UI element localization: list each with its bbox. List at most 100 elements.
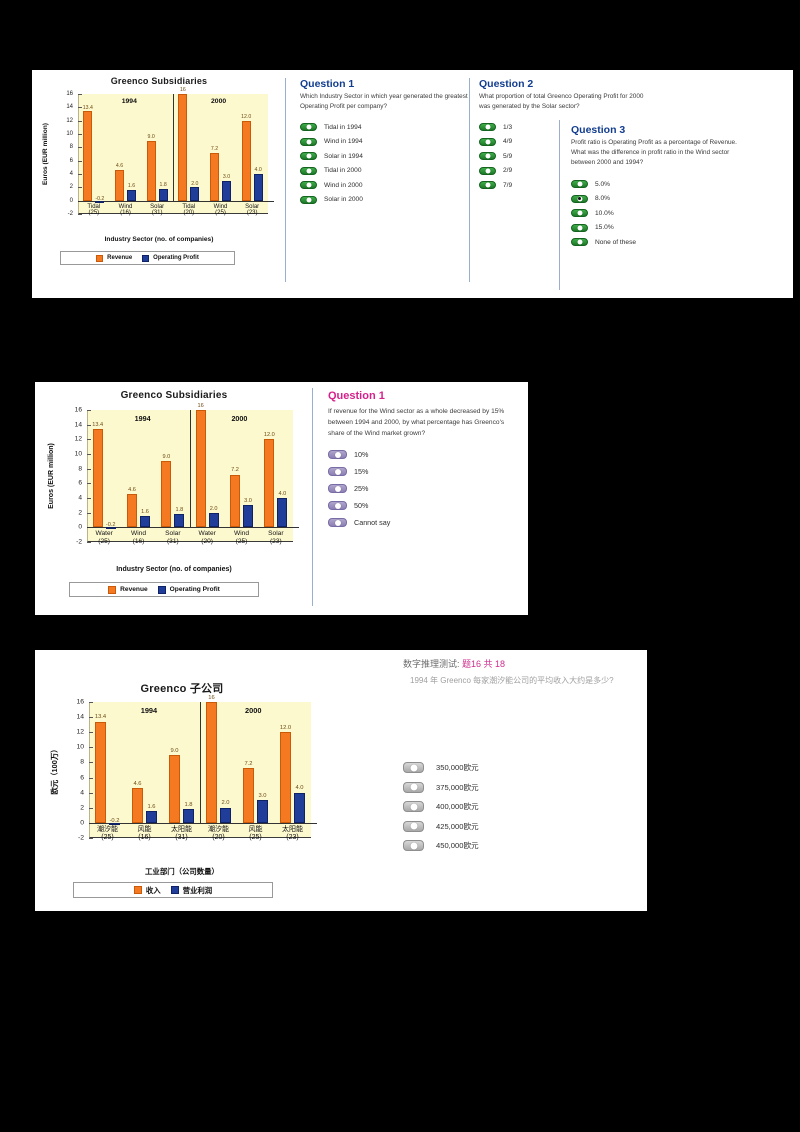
option-label: 25%: [354, 484, 369, 493]
radio-button-icon[interactable]: [571, 238, 588, 246]
option-row[interactable]: 350,000欧元: [403, 762, 583, 773]
bar-operating-profit: [222, 180, 231, 201]
option-row[interactable]: Wind in 1994: [300, 137, 470, 146]
option-row[interactable]: 400,000欧元: [403, 801, 583, 812]
radio-button-icon[interactable]: [328, 501, 347, 510]
chart-group-label: 2000: [231, 414, 248, 423]
option-row[interactable]: 8.0%: [571, 194, 741, 203]
radio-dot-icon: [334, 519, 341, 526]
panel1-question-1-options[interactable]: Tidal in 1994 Wind in 1994 Solar in 1994 Ti…: [300, 123, 470, 210]
chart-category-label: 风能 (25): [249, 826, 263, 842]
chart-y-tick-label: -2: [76, 538, 82, 546]
panel2-divider: [312, 388, 313, 606]
option-row[interactable]: 5/9: [479, 152, 559, 160]
radio-button-icon[interactable]: [328, 518, 347, 527]
panel1-question-2-options[interactable]: 1/3 4/9 5/9 2/9 7/9: [479, 123, 559, 196]
chart-group-label: 2000: [211, 98, 227, 105]
radio-dot-icon: [334, 485, 341, 492]
radio-button-icon[interactable]: [571, 223, 588, 232]
radio-button-icon[interactable]: [571, 209, 588, 217]
chart-y-tick-mark: [78, 214, 82, 215]
option-row[interactable]: Cannot say: [328, 518, 518, 527]
chart-y-tick-label: 4: [80, 789, 84, 797]
option-row[interactable]: 7/9: [479, 181, 559, 189]
radio-button-icon[interactable]: [403, 781, 424, 793]
radio-dot-icon: [485, 153, 490, 159]
option-row[interactable]: 425,000欧元: [403, 820, 583, 832]
radio-button-icon[interactable]: [300, 181, 317, 189]
radio-button-icon[interactable]: [403, 840, 424, 851]
category-company-count: (25): [98, 537, 111, 545]
option-row[interactable]: None of these: [571, 238, 741, 246]
category-company-count: (31): [166, 537, 179, 545]
panel2-options[interactable]: 10% 15% 25% 50% Cannot say: [328, 450, 518, 535]
panel1-question-3-options[interactable]: 5.0% 8.0% 10.0% 15.0% None of these: [571, 180, 741, 253]
bar-value-label: 12.0: [241, 113, 252, 120]
option-row[interactable]: 1/3: [479, 123, 559, 131]
bar-chart-greenco-subsidiaries-water: Greenco Subsidiaries Euros (EUR million) 1…: [41, 390, 307, 606]
panel3-options[interactable]: 350,000欧元 375,000欧元 400,000欧元 425,000欧元 450,…: [403, 762, 583, 860]
option-row[interactable]: 450,000欧元: [403, 840, 583, 851]
radio-button-icon[interactable]: [300, 195, 317, 204]
radio-button-icon[interactable]: [479, 137, 496, 146]
option-row[interactable]: Tidal in 1994: [300, 123, 470, 131]
chart-y-tick-label: 2: [80, 804, 84, 812]
radio-button-icon[interactable]: [300, 152, 317, 160]
option-row[interactable]: 2/9: [479, 166, 559, 175]
radio-button-icon[interactable]: [571, 194, 588, 203]
radio-button-icon[interactable]: [328, 450, 347, 459]
panel2-question-text: If revenue for the Wind sector as a whol…: [328, 408, 505, 438]
option-row[interactable]: 25%: [328, 484, 518, 493]
radio-button-icon[interactable]: [479, 123, 496, 131]
chart-y-tick-label: 6: [69, 157, 73, 164]
category-company-count: (16): [120, 210, 131, 217]
category-name: 太阳能: [171, 825, 192, 833]
bar-value-label: 4.0: [254, 167, 262, 174]
chart-y-tick-label: 10: [76, 743, 84, 751]
radio-button-icon[interactable]: [403, 820, 424, 832]
radio-button-icon[interactable]: [403, 801, 424, 812]
chart-y-tick-mark: [78, 134, 82, 135]
option-row[interactable]: 15%: [328, 467, 518, 476]
radio-button-icon[interactable]: [571, 180, 588, 188]
radio-button-icon[interactable]: [328, 467, 347, 476]
chart-y-tick-mark: [89, 792, 93, 794]
bar-operating-profit: [243, 505, 253, 528]
chart-x-axis-label: Industry Sector (no. of companies): [104, 236, 214, 243]
chart-category-label: Wind (16): [119, 204, 133, 217]
question-panel-3: Greenco 子公司 欧元（100万） 16 14 12 10 8 6 4 2 0 -2 1994 20…: [35, 650, 647, 911]
radio-button-icon[interactable]: [300, 123, 317, 131]
option-row[interactable]: 10%: [328, 450, 518, 459]
option-row[interactable]: 5.0%: [571, 180, 741, 188]
chart-y-tick-mark: [87, 454, 91, 455]
option-row[interactable]: 4/9: [479, 137, 559, 146]
radio-button-icon[interactable]: [328, 484, 347, 493]
radio-dot-icon: [306, 139, 311, 144]
radio-dot-icon: [334, 468, 341, 475]
radio-button-icon[interactable]: [300, 137, 317, 146]
option-row[interactable]: 15.0%: [571, 223, 741, 232]
radio-dot-icon: [306, 168, 311, 173]
chart-y-tick-mark: [87, 542, 91, 543]
option-row[interactable]: 10.0%: [571, 209, 741, 217]
legend-swatch-operating-profit: [170, 886, 179, 894]
panel3-header-prefix: 数字推理测试:: [403, 659, 463, 669]
bar-operating-profit: [174, 514, 185, 528]
option-row[interactable]: 50%: [328, 501, 518, 510]
chart-y-tick-label: 16: [76, 698, 84, 706]
option-row[interactable]: Solar in 1994: [300, 152, 470, 160]
radio-button-icon[interactable]: [479, 181, 496, 189]
chart-title: Greenco Subsidiaries: [110, 76, 208, 86]
bar-operating-profit: [146, 810, 157, 823]
bar-revenue: [127, 493, 137, 528]
radio-button-icon[interactable]: [479, 152, 496, 160]
radio-button-icon[interactable]: [300, 166, 317, 175]
option-row[interactable]: Wind in 2000: [300, 181, 470, 189]
option-row[interactable]: Tidal in 2000: [300, 166, 470, 175]
radio-button-icon[interactable]: [479, 166, 496, 175]
option-row[interactable]: 375,000欧元: [403, 781, 583, 793]
category-name: 太阳能: [282, 825, 303, 833]
panel1-question-3-text: Profit ratio is Operating Profit as a pe…: [571, 139, 737, 166]
radio-button-icon[interactable]: [403, 762, 424, 773]
option-row[interactable]: Solar in 2000: [300, 195, 470, 204]
